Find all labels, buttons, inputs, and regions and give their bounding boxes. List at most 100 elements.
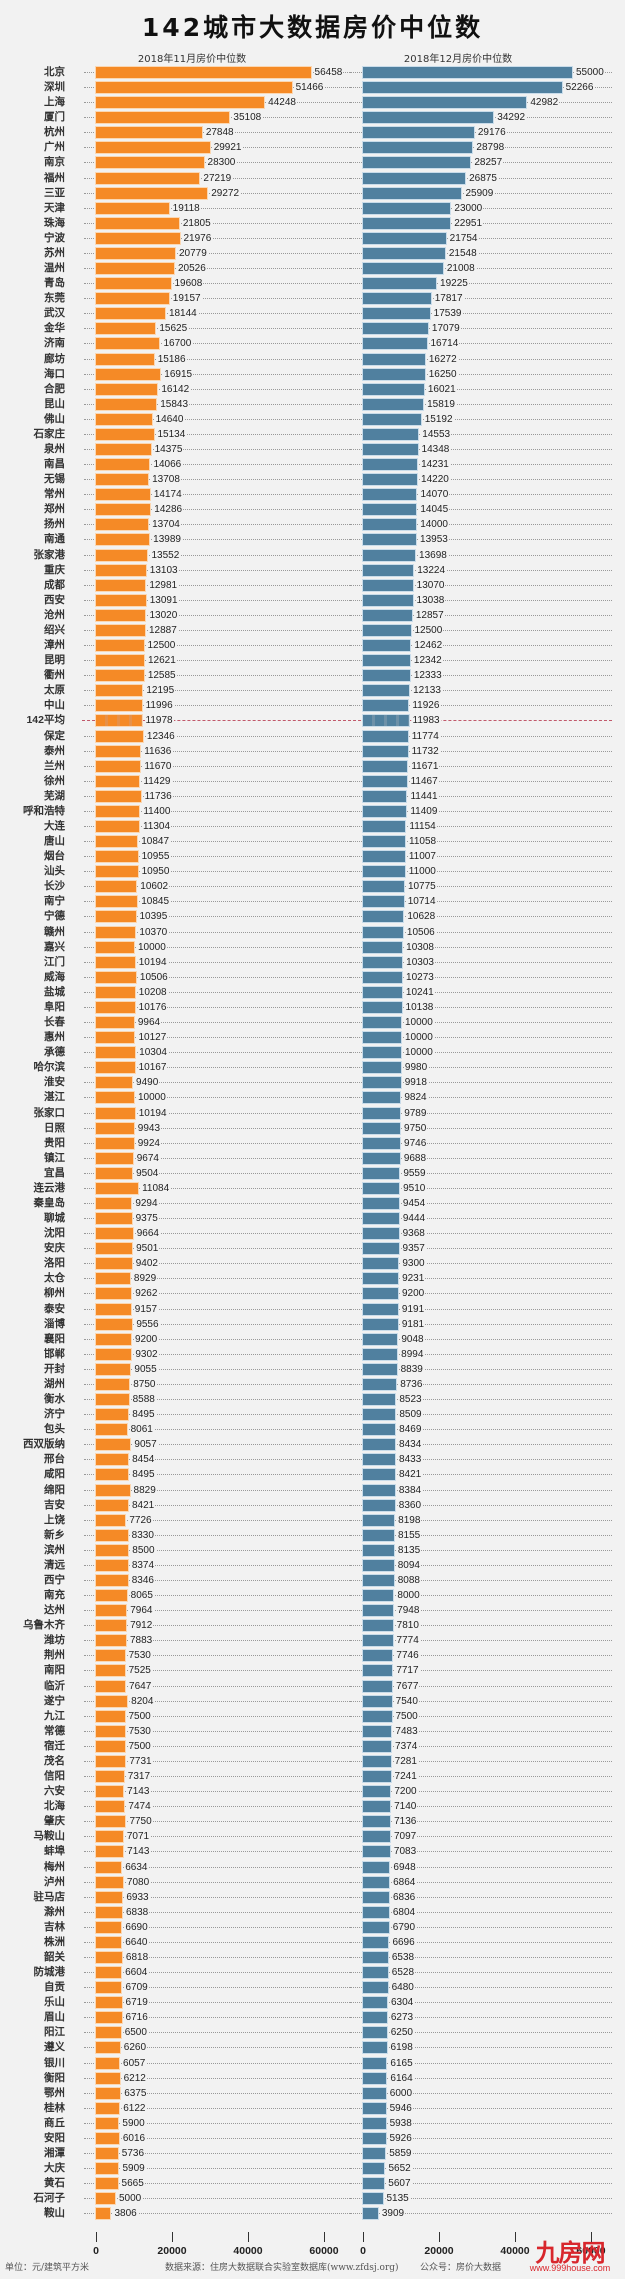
- leader-dots: [350, 871, 612, 873]
- city-label: 鞍山: [44, 2207, 65, 2220]
- city-row: 南宁 10845 10714: [0, 894, 625, 910]
- nov-value-label: 6260: [122, 2040, 148, 2056]
- city-label: 商丘: [44, 2116, 65, 2129]
- city-label: 衡水: [44, 1393, 65, 1406]
- leader-dots: [350, 916, 612, 918]
- dec-bar: [363, 1273, 399, 1285]
- dec-value-label: 6198: [389, 2040, 414, 2056]
- dec-value-label: 19225: [439, 276, 469, 292]
- dec-bar: [363, 1258, 399, 1270]
- dec-value-label: 5938: [388, 2115, 413, 2131]
- leader-dots: [350, 1414, 612, 1416]
- dec-value-label: 7374: [394, 1738, 419, 1754]
- city-row: 韶关 6818 6538: [0, 1950, 625, 1965]
- dec-value-label: 8384: [397, 1482, 423, 1498]
- dec-bar: [363, 1861, 390, 1873]
- dec-bar: [363, 670, 410, 682]
- nov-bar: [96, 1152, 133, 1164]
- leader-dots: [84, 1791, 350, 1793]
- city-label: 江门: [44, 955, 65, 968]
- leader-dots: [84, 1368, 350, 1370]
- leader-dots: [350, 1926, 612, 1928]
- dec-bar: [363, 187, 462, 199]
- dec-value-label: 7677: [395, 1678, 420, 1694]
- nov-value-label: 16142: [160, 381, 191, 397]
- axis-tick: [324, 2232, 325, 2242]
- city-row: 贵阳 9924 9746: [0, 1135, 625, 1151]
- city-label: 淮安: [44, 1076, 65, 1089]
- nov-bar: [96, 1831, 123, 1843]
- dec-value-label: 10303: [405, 954, 435, 970]
- dec-value-label: 7200: [393, 1784, 418, 1800]
- nov-bar: [96, 1620, 127, 1632]
- dec-bar: [363, 926, 403, 938]
- leader-dots: [350, 856, 612, 858]
- nov-value-label: 9674: [135, 1150, 160, 1166]
- city-label: 常德: [44, 1724, 65, 1737]
- nov-bar: [96, 112, 230, 124]
- city-label: 武汉: [44, 307, 65, 320]
- city-label: 上海: [44, 96, 65, 109]
- dec-value-label: 10000: [404, 1030, 434, 1046]
- dec-bar: [363, 2072, 387, 2084]
- leader-dots: [84, 2122, 350, 2124]
- leader-dots: [84, 1067, 350, 1069]
- nov-bar: [96, 489, 150, 501]
- nov-value-label: 29272: [210, 185, 241, 201]
- nov-bar: [96, 1861, 122, 1873]
- nov-bar: [96, 911, 136, 923]
- dec-bar: [363, 1650, 393, 1662]
- city-row: 衢州 12585 12333: [0, 668, 625, 684]
- leader-dots: [350, 1218, 612, 1220]
- dec-bar: [363, 97, 527, 109]
- nov-bar: [96, 278, 171, 290]
- leader-dots: [350, 1323, 612, 1325]
- dec-bar: [363, 1484, 395, 1496]
- nov-bar: [96, 2102, 120, 2114]
- dec-value-label: 11467: [409, 773, 439, 789]
- leader-dots: [350, 1157, 612, 1159]
- dec-bar: [363, 1846, 390, 1858]
- city-row: 广州 29921 28798: [0, 140, 625, 156]
- nov-value-label: 9490: [135, 1075, 160, 1091]
- city-row: 镇江 9674 9688: [0, 1150, 625, 1166]
- nov-value-label: 12195: [145, 683, 176, 699]
- city-row: 阳江 6500 6250: [0, 2025, 625, 2041]
- leader-dots: [350, 1821, 612, 1823]
- leader-dots: [84, 1278, 350, 1280]
- city-row: 泰安 9157 9191: [0, 1301, 625, 1317]
- nov-value-label: 10845: [140, 894, 171, 910]
- dec-value-label: 13953: [419, 532, 449, 548]
- dec-bar: [363, 1198, 399, 1209]
- leader-dots: [350, 1112, 612, 1114]
- nov-bar: [96, 1047, 136, 1059]
- dec-value-label: 10000: [404, 1015, 434, 1031]
- dec-value-label: 6836: [391, 1889, 417, 1905]
- city-row: 荆州 7530 7746: [0, 1648, 625, 1664]
- leader-dots: [350, 1715, 612, 1717]
- nov-bar: [96, 2072, 120, 2084]
- nov-bar: [96, 1062, 135, 1074]
- leader-dots: [84, 358, 350, 360]
- dec-value-label: 13038: [415, 592, 446, 608]
- leader-dots: [350, 886, 612, 888]
- dec-value-label: 8994: [400, 1346, 425, 1362]
- city-label: 荆州: [44, 1649, 65, 1662]
- city-label: 哈尔滨: [33, 1061, 66, 1074]
- dec-value-label: 6538: [390, 1950, 416, 1965]
- leader-dots: [84, 1836, 350, 1838]
- nov-bar: [96, 368, 161, 380]
- nov-bar: [96, 655, 144, 667]
- city-label: 洛阳: [44, 1257, 65, 1270]
- nov-bar: [96, 2087, 121, 2099]
- dec-value-label: 11058: [408, 834, 438, 850]
- nov-bar: [96, 1017, 134, 1029]
- dec-value-label: 7140: [393, 1799, 418, 1815]
- nov-value-label: 7143: [126, 1784, 151, 1800]
- nov-value-label: 10194: [137, 1105, 168, 1121]
- dec-panel-title: 2018年12月房价中位数: [403, 54, 513, 65]
- leader-dots: [84, 1353, 350, 1355]
- city-label: 北海: [44, 1800, 65, 1813]
- dec-bar: [363, 1725, 392, 1737]
- leader-dots: [84, 1097, 350, 1099]
